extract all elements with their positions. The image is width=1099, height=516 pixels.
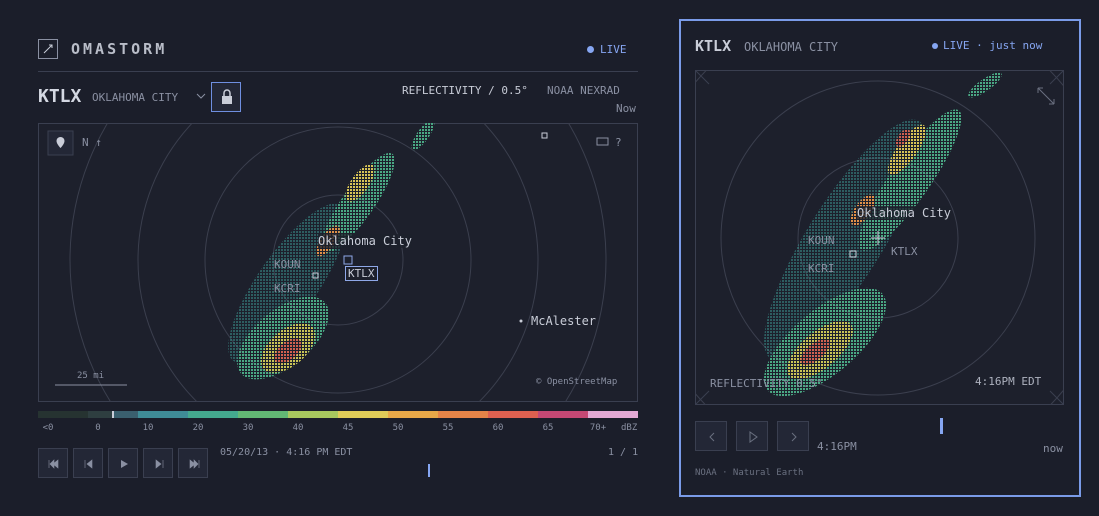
timestamp: 05/20/13 · 4:16 PM EDT <box>220 447 353 458</box>
radar-map[interactable] <box>38 123 638 402</box>
ktlx-crosshair <box>871 231 885 245</box>
product-source: NOAA NEXRAD <box>547 84 620 97</box>
live-text: LIVE <box>600 43 627 56</box>
legend-label: <0 <box>42 423 54 433</box>
product-name: REFLECTIVITY / 0.5° <box>402 84 528 97</box>
legend-unit: dBZ <box>621 423 638 433</box>
range-rings <box>69 123 607 402</box>
timeline-end: now <box>1043 442 1063 455</box>
place-label: KOUN <box>808 234 835 247</box>
live-text: LIVE <box>943 39 970 52</box>
widget-station: KTLX <box>695 37 732 55</box>
widget-time: 4:16PM EDT <box>975 375 1042 388</box>
next-button[interactable] <box>777 421 809 451</box>
legend-label: 65 <box>542 423 554 433</box>
widget-city: OKLAHOMA CITY <box>744 40 838 54</box>
icon <box>121 460 128 468</box>
dropdown-caret[interactable] <box>196 92 206 100</box>
icon <box>189 459 200 469</box>
legend-label: 0 <box>95 423 101 433</box>
attribution: © OpenStreetMap <box>536 377 618 387</box>
widget-radar-map[interactable] <box>695 70 1064 405</box>
last-frame-button[interactable] <box>178 448 208 478</box>
icon <box>155 459 164 469</box>
icon <box>709 432 715 442</box>
legend-label: 30 <box>242 423 254 433</box>
legend-label: 50 <box>392 423 404 433</box>
widget-frame <box>679 19 1081 497</box>
place-label: KCRI <box>274 282 301 295</box>
place-label: KCRI <box>808 262 835 275</box>
updated: · just now <box>976 39 1043 52</box>
icon <box>791 432 797 442</box>
station-city[interactable]: OKLAHOMA CITY <box>92 91 179 104</box>
place-label: Oklahoma City <box>857 206 951 220</box>
lock-icon <box>222 89 232 104</box>
lock-button[interactable] <box>211 82 241 112</box>
divider <box>38 71 638 72</box>
widget-product: REFLECTIVITY 0.5° <box>710 377 823 390</box>
place-label: KTLX <box>891 245 918 258</box>
koun-marker <box>312 272 319 279</box>
expand-icon[interactable] <box>1037 87 1055 105</box>
product-time: Now <box>616 102 636 115</box>
first-frame-button[interactable] <box>38 448 68 478</box>
prev-button[interactable] <box>695 421 727 451</box>
site-marker <box>541 132 548 139</box>
place-label: Oklahoma City <box>318 234 412 248</box>
live-dot <box>587 46 594 53</box>
place-label: KOUN <box>274 258 301 271</box>
legend-label: 60 <box>492 423 504 433</box>
legend-label: 70+ <box>589 423 607 433</box>
station-id: KTLX <box>38 86 82 107</box>
ktlx-marker <box>343 255 353 265</box>
pin-icon <box>56 137 65 148</box>
prev-frame-button[interactable] <box>73 448 103 478</box>
koun-marker <box>849 250 857 258</box>
place-label: McAlester <box>531 314 597 328</box>
icon <box>48 459 59 469</box>
frame-time: 4:16PM <box>817 440 857 453</box>
legend-label: 45 <box>342 423 354 433</box>
color-scale <box>38 411 638 418</box>
legend-label: 20 <box>192 423 204 433</box>
frame-counter: 1 / 1 <box>608 447 639 458</box>
icon <box>84 459 93 469</box>
play-button[interactable] <box>108 448 138 478</box>
icon <box>749 431 758 443</box>
north-indicator: N ↑ <box>82 136 102 149</box>
app-name: OMASTORM <box>71 40 168 58</box>
legend-label: 10 <box>142 423 154 433</box>
widget-status: LIVE · just now <box>932 39 1042 52</box>
legend-label: 40 <box>292 423 304 433</box>
credits: NOAA · Natural Earth <box>695 468 804 478</box>
live-dot <box>932 43 938 49</box>
help-button[interactable]: ? <box>615 136 622 149</box>
city-dot <box>519 319 523 323</box>
keyboard-icon[interactable] <box>596 137 609 146</box>
live-status: LIVE <box>587 43 627 56</box>
timeline-cursor[interactable] <box>428 464 430 477</box>
legend-label: 55 <box>442 423 454 433</box>
next-frame-button[interactable] <box>143 448 173 478</box>
map-frame <box>38 123 638 402</box>
play-button[interactable] <box>736 421 768 451</box>
place-label: KTLX <box>345 266 378 281</box>
app-icon <box>38 39 58 59</box>
scale-label: 25 mi <box>77 371 105 381</box>
timeline-cursor[interactable] <box>940 418 943 434</box>
radar-echoes <box>228 123 435 380</box>
